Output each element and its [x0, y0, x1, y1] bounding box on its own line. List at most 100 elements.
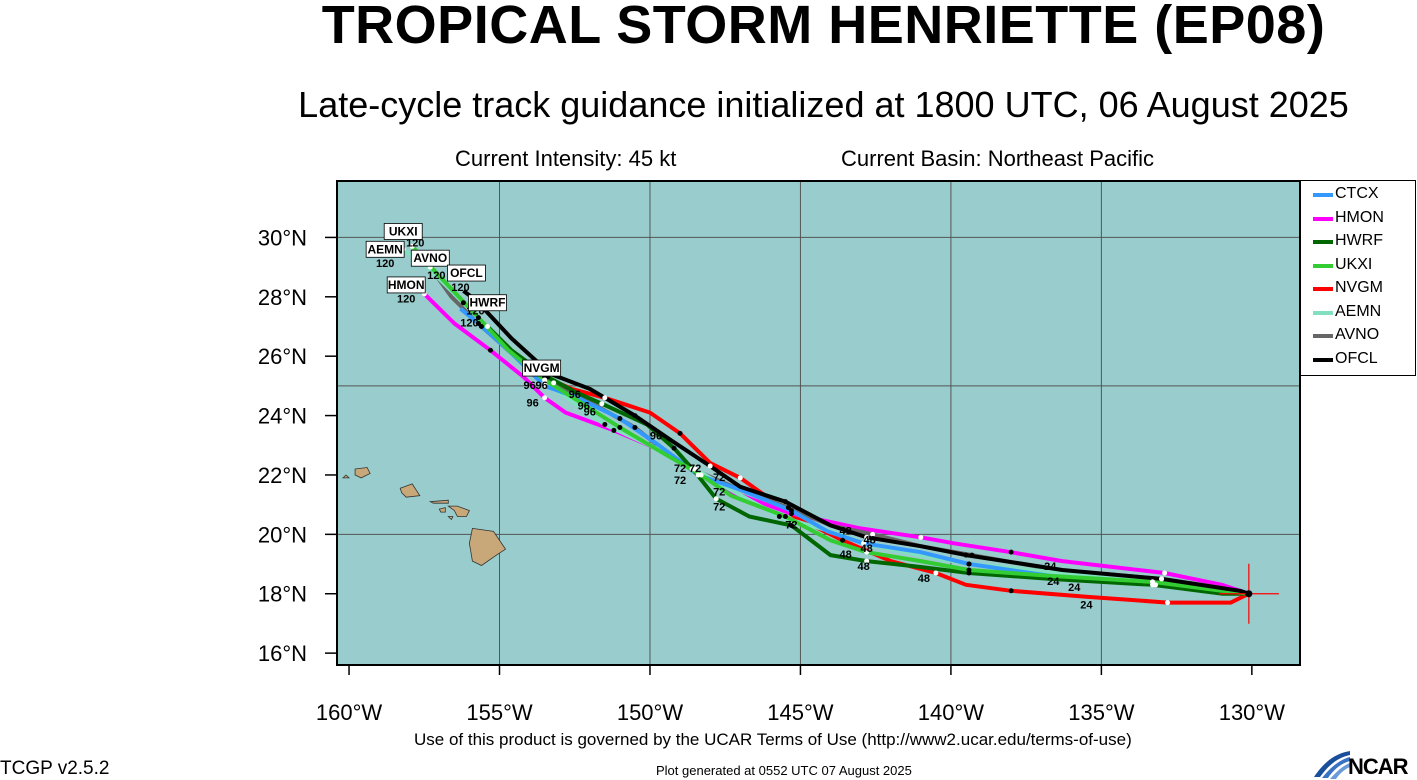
track-point — [870, 531, 876, 537]
lon-tick-label: 140°W — [918, 700, 985, 725]
track-point — [969, 552, 975, 558]
track-point — [617, 424, 623, 430]
lat-tick-label: 20°N — [258, 522, 307, 547]
legend-swatch — [1313, 287, 1333, 291]
model-end-label: AVNO — [413, 251, 447, 265]
forecast-hour-label: 96 — [650, 430, 662, 442]
track-point — [737, 475, 743, 481]
track-point — [542, 383, 548, 389]
track-point — [933, 570, 939, 576]
track-point — [671, 445, 677, 451]
legend-label: CTCX — [1335, 185, 1379, 202]
model-end-label: UKXI — [389, 224, 418, 238]
niihau-island — [342, 474, 350, 479]
track-point — [776, 514, 782, 520]
forecast-hour-label: 120 — [427, 270, 445, 282]
map-frame — [336, 180, 1301, 666]
forecast-hour-label: 24 — [1044, 561, 1057, 573]
legend-swatch — [1313, 263, 1333, 268]
lat-tick-label: 22°N — [258, 463, 307, 488]
forecast-hour-label: 72 — [689, 463, 701, 475]
legend-swatch — [1313, 216, 1333, 221]
model-end-label-box — [468, 294, 507, 312]
model-legend: CTCX HMON HWRF UKXI NVGM AEMN AVNO OFCL — [1300, 180, 1416, 376]
track-point — [475, 321, 481, 327]
track-point — [692, 466, 698, 472]
forecast-hour-label: 72 — [785, 519, 797, 531]
forecast-hour-label: 24 — [1080, 600, 1093, 612]
lon-tick-label: 160°W — [316, 700, 383, 725]
model-end-label-box — [522, 359, 562, 377]
track-point — [542, 377, 548, 383]
forecast-hour-label: 96 — [584, 407, 596, 419]
oahu-island — [399, 483, 421, 498]
track-point — [788, 522, 794, 528]
forecast-hour-label: 120 — [397, 294, 415, 306]
big-island — [468, 527, 507, 566]
track-point — [460, 300, 466, 306]
lat-tick-label: 18°N — [258, 582, 307, 607]
forecast-hour-label: 24 — [1047, 576, 1060, 588]
track-point — [1008, 588, 1014, 594]
model-end-label: OFCL — [450, 266, 483, 280]
model-end-label: HWRF — [469, 296, 505, 310]
legend-label: AEMN — [1335, 302, 1382, 320]
track-point — [840, 537, 846, 543]
lon-tick-label: 145°W — [767, 700, 834, 725]
lon-tick-label: 135°W — [1068, 700, 1135, 725]
maui-island — [447, 505, 470, 517]
legend-swatch — [1313, 310, 1333, 315]
track-point — [864, 534, 870, 540]
track-point — [475, 315, 481, 321]
track-point — [788, 508, 794, 514]
lat-tick-label: 26°N — [258, 344, 307, 369]
track-point — [617, 416, 623, 422]
legend-label: AVNO — [1335, 326, 1380, 343]
track-point — [487, 347, 493, 353]
track-point — [611, 427, 617, 433]
forecast-hour-label: 120 — [460, 317, 478, 329]
track-point — [963, 552, 969, 558]
track-point — [861, 540, 867, 546]
lat-tick-label: 24°N — [258, 404, 307, 429]
legend-label: HWRF — [1335, 232, 1383, 249]
legend-label: OFCL — [1335, 349, 1378, 367]
track-point — [484, 323, 490, 329]
model-end-label: NVGM — [524, 361, 560, 375]
model-end-label-box — [383, 223, 423, 240]
forecast-hour-label: 96 — [578, 401, 590, 413]
model-end-label-box — [410, 249, 450, 267]
forecast-hour-label: 120 — [406, 237, 424, 249]
current-basin: Current Basin: Northeast Pacific — [841, 146, 1155, 171]
track-point — [632, 413, 638, 419]
track-point — [864, 549, 870, 555]
forecast-hour-label: 24 — [1068, 582, 1081, 594]
forecast-hour-label: 72 — [713, 472, 725, 484]
kahoolawe-island — [447, 516, 454, 521]
track-point — [599, 401, 605, 407]
track-point — [1150, 579, 1156, 585]
forecast-hour-label: 120 — [451, 282, 469, 294]
track-point — [782, 499, 788, 505]
model-end-label: HMON — [388, 278, 425, 292]
track-point — [966, 567, 972, 573]
track-point — [966, 561, 972, 567]
track-point — [542, 395, 548, 401]
molokai-island — [428, 499, 449, 504]
lat-tick-label: 16°N — [258, 641, 307, 666]
model-end-label-box — [447, 264, 486, 282]
forecast-hour-label: 96 — [523, 380, 535, 392]
storm-position-marker — [1245, 590, 1253, 598]
track-point — [918, 534, 924, 540]
track-point — [707, 463, 713, 469]
lon-tick-label: 130°W — [1219, 700, 1286, 725]
legend-swatch — [1313, 240, 1333, 244]
track-point — [632, 424, 638, 430]
forecast-hour-label: 72 — [674, 463, 686, 475]
generated-timestamp: Plot generated at 0552 UTC 07 August 202… — [656, 763, 912, 778]
forecast-hour-label: 48 — [861, 543, 873, 555]
ncar-logo-icon — [1314, 751, 1350, 779]
ncar-logo-text: NCAR — [1348, 754, 1409, 779]
track-point — [602, 421, 608, 427]
